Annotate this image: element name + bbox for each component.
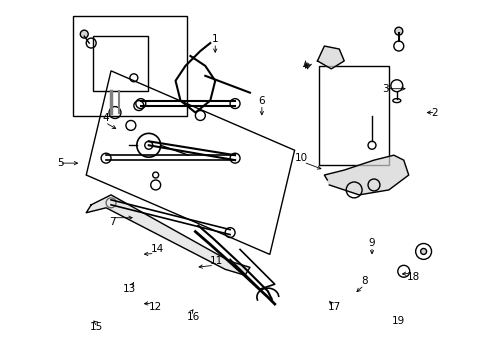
Bar xyxy=(319,66,388,165)
Text: 9: 9 xyxy=(368,238,375,248)
Text: 18: 18 xyxy=(406,272,419,282)
Circle shape xyxy=(394,27,402,35)
Text: 19: 19 xyxy=(391,316,405,326)
Text: 17: 17 xyxy=(326,302,340,312)
Bar xyxy=(93,36,147,91)
Polygon shape xyxy=(317,46,344,69)
Polygon shape xyxy=(86,195,249,275)
Text: 14: 14 xyxy=(150,244,163,255)
Circle shape xyxy=(230,153,240,163)
Text: 11: 11 xyxy=(210,256,223,266)
Text: 8: 8 xyxy=(360,276,366,286)
Circle shape xyxy=(144,141,152,149)
Text: 4: 4 xyxy=(102,113,109,123)
Text: 7: 7 xyxy=(109,217,116,227)
Text: 12: 12 xyxy=(148,302,162,312)
Circle shape xyxy=(230,99,240,109)
Text: 15: 15 xyxy=(89,322,102,332)
Text: 1: 1 xyxy=(211,34,218,44)
Text: 16: 16 xyxy=(186,312,199,322)
Text: 10: 10 xyxy=(294,153,307,163)
Polygon shape xyxy=(324,155,408,195)
Circle shape xyxy=(367,141,375,149)
Circle shape xyxy=(106,198,116,208)
Bar xyxy=(73,16,187,116)
Text: 13: 13 xyxy=(122,284,136,294)
Text: 5: 5 xyxy=(57,158,63,168)
Text: 6: 6 xyxy=(258,96,264,105)
Circle shape xyxy=(136,99,145,109)
Text: 2: 2 xyxy=(431,108,437,117)
Circle shape xyxy=(80,30,88,38)
Text: 3: 3 xyxy=(382,84,388,94)
Circle shape xyxy=(420,248,426,255)
Circle shape xyxy=(224,228,235,238)
Circle shape xyxy=(101,153,111,163)
